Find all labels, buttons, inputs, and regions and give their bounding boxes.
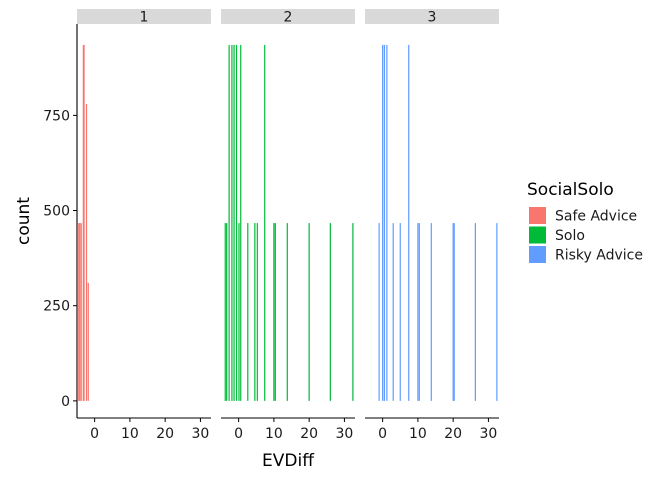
x-tick-label-panel1-0: 0 (90, 426, 99, 442)
bar-panel2-10 (256, 223, 258, 401)
bar-panel2-11 (264, 44, 266, 401)
panel-2: 2 (221, 9, 355, 401)
y-tick-label-0: 0 (61, 394, 70, 410)
x-tick-label-panel3-0: 0 (378, 426, 387, 442)
bar-panel2-12 (273, 223, 275, 401)
bar-panel3-1 (382, 44, 384, 401)
bar-panel3-0 (378, 223, 380, 401)
bar-panel2-7 (240, 44, 242, 401)
bar-panel2-2 (228, 44, 230, 401)
bar-panel2-4 (233, 44, 235, 401)
y-tick-label-750: 750 (43, 108, 70, 124)
facet-strip-2 (221, 9, 355, 24)
legend-label-safe-advice: Safe Advice (555, 209, 637, 225)
bar-panel2-9 (254, 223, 256, 401)
facet-strip-label-2: 2 (284, 10, 293, 26)
legend-label-risky-advice: Risky Advice (555, 248, 643, 264)
legend-title: SocialSolo (527, 180, 614, 200)
bar-panel2-0 (224, 223, 226, 401)
x-tick-label-panel2-20: 20 (300, 426, 318, 442)
axes-layer: 0 10 20 30 0 10 20 30 0 10 20 30 0 250 500 750 (43, 24, 499, 442)
x-axis-title: EVDiff (262, 451, 315, 471)
y-tick-label-500: 500 (43, 204, 70, 220)
x-tick-label-panel2-30: 30 (336, 426, 354, 442)
bar-panel1-0 (78, 223, 80, 401)
legend-items: Safe Advice Solo Risky Advice (529, 207, 643, 264)
bar-panel2-13 (274, 223, 276, 401)
x-tick-label-panel3-20: 20 (444, 426, 462, 442)
bar-panel1-2 (80, 223, 82, 401)
bar-panel1-3 (82, 44, 84, 401)
bar-panel3-4 (392, 223, 394, 401)
panel-1: 1 (77, 9, 211, 401)
bar-panel3-7 (417, 223, 419, 401)
bar-panel3-13 (496, 223, 498, 401)
legend: SocialSolo Safe Advice Solo Risky Advice (527, 180, 643, 264)
bar-panel2-1 (226, 223, 228, 401)
bar-panel1-6 (87, 282, 89, 401)
bar-panel2-14 (286, 223, 288, 401)
facet-strip-label-1: 1 (140, 10, 149, 26)
y-tick-label-250: 250 (43, 299, 70, 315)
legend-key-safe-advice (529, 207, 546, 224)
facet-strip-1 (77, 9, 211, 24)
x-tick-label-panel1-30: 30 (192, 426, 210, 442)
bar-panel3-2 (383, 44, 385, 401)
bar-panel3-6 (408, 44, 410, 401)
bar-panel1-5 (85, 103, 88, 401)
bar-panel3-11 (453, 223, 455, 401)
bar-panel3-8 (418, 223, 420, 401)
bar-panel2-5 (235, 44, 238, 401)
legend-key-risky-advice (529, 246, 546, 263)
bar-panel1-4 (83, 44, 85, 401)
legend-label-solo: Solo (555, 228, 585, 244)
x-tick-label-panel1-20: 20 (156, 426, 174, 442)
x-tick-label-panel3-10: 10 (409, 426, 427, 442)
bar-panel3-10 (452, 223, 454, 401)
bar-panel2-15 (308, 223, 310, 401)
panels-layer: 1 2 3 (77, 9, 499, 401)
bar-panel2-6 (238, 223, 240, 401)
x-tick-label-panel3-30: 30 (480, 426, 498, 442)
legend-key-solo (529, 226, 546, 244)
bar-panel2-17 (352, 223, 354, 401)
bar-panel1-1 (79, 223, 81, 401)
y-axis-title: count (14, 197, 34, 245)
bar-panel2-16 (329, 223, 331, 401)
bar-panel3-9 (430, 223, 432, 401)
bar-panel3-5 (399, 223, 401, 401)
bar-panel2-3 (231, 44, 233, 401)
bar-panel3-3 (386, 44, 388, 401)
facet-strip-label-3: 3 (428, 10, 437, 26)
panel-3: 3 (365, 9, 499, 401)
facet-strip-3 (365, 9, 499, 24)
x-tick-label-panel1-10: 10 (121, 426, 139, 442)
bar-panel2-8 (247, 223, 249, 401)
x-tick-label-panel2-10: 10 (265, 426, 283, 442)
x-tick-label-panel2-0: 0 (234, 426, 243, 442)
bar-panel3-12 (474, 223, 476, 401)
